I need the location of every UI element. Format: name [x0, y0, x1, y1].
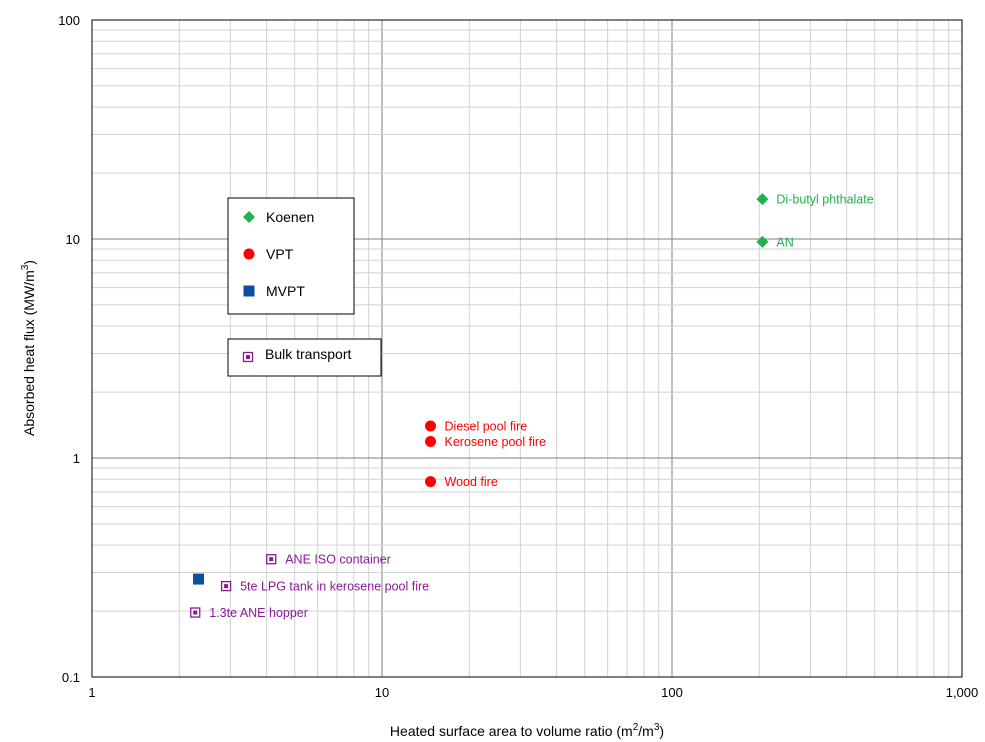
y-axis-label: Absorbed heat flux (MW/m3)	[20, 260, 37, 436]
legend-marker	[242, 351, 254, 363]
x-tick-label: 100	[661, 685, 683, 700]
x-tick-label: 1,000	[946, 685, 979, 700]
legend-entry: Koenen	[266, 209, 314, 225]
x-tick-label: 1	[88, 685, 95, 700]
data-points: Di-butyl phthalate AN Diesel pool fire Kero…	[190, 193, 874, 620]
x-axis-ticks: 1 10 100 1,000	[88, 685, 978, 700]
point-label: Diesel pool fire	[445, 419, 528, 433]
data-point-koenen	[756, 235, 769, 248]
legend-entry: Bulk transport	[265, 346, 351, 362]
x-tick-label: 10	[375, 685, 389, 700]
legend-marker	[243, 248, 255, 260]
legend-marker	[243, 285, 255, 297]
y-tick-label: 1	[73, 451, 80, 466]
point-label: AN	[776, 235, 793, 249]
y-tick-label: 100	[58, 13, 80, 28]
y-tick-label: 0.1	[62, 670, 80, 685]
point-label: ANE ISO container	[285, 553, 391, 567]
point-label: Di-butyl phthalate	[776, 193, 873, 207]
point-label: 5te LPG tank in kerosene pool fire	[240, 580, 429, 594]
data-point-vpt	[425, 435, 437, 447]
data-point-bulk-transport	[220, 580, 232, 592]
legend-entry: VPT	[266, 246, 294, 262]
point-label: Wood fire	[445, 475, 498, 489]
grid-lines	[92, 20, 962, 677]
data-point-mvpt	[193, 573, 205, 585]
data-point-vpt	[425, 476, 437, 488]
legend: Koenen VPT MVPT Bulk transport	[227, 197, 382, 377]
x-axis-label: Heated surface area to volume ratio (m2/…	[390, 722, 664, 739]
y-tick-label: 10	[66, 232, 80, 247]
legend-box-2	[227, 338, 382, 377]
y-axis-ticks: 0.1 1 10 100	[58, 13, 80, 685]
data-point-koenen	[756, 193, 769, 206]
legend-entry: MVPT	[266, 283, 305, 299]
point-label: Kerosene pool fire	[445, 435, 547, 449]
data-point-vpt	[425, 420, 437, 432]
data-point-bulk-transport	[266, 554, 277, 565]
plot-frame	[91, 19, 963, 678]
point-label: 1.3te ANE hopper	[209, 606, 308, 620]
data-point-bulk-transport	[190, 607, 201, 618]
legend-marker	[243, 211, 255, 223]
